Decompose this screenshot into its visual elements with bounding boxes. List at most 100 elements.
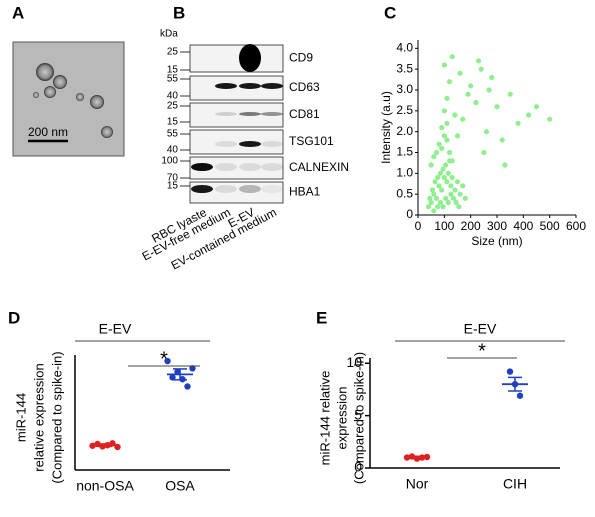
y-tick-label: 10 xyxy=(346,354,362,370)
scatter-point xyxy=(499,137,505,143)
blot-strip xyxy=(189,102,284,128)
scatter-point xyxy=(462,195,468,201)
y-axis-label: (Compared to spike-in) xyxy=(351,352,366,484)
marker-label: 15 xyxy=(167,65,179,76)
scatter-point xyxy=(447,149,453,156)
x-tick-label: CIH xyxy=(503,476,527,492)
data-point xyxy=(516,392,524,399)
blot-strip xyxy=(189,129,284,155)
band xyxy=(239,112,261,116)
protein-label: CD81 xyxy=(289,107,320,121)
y-tick-label: 0 xyxy=(406,207,413,221)
band xyxy=(215,141,237,147)
scatter-point xyxy=(449,54,455,60)
scatter-point xyxy=(526,112,532,118)
scatter-point xyxy=(437,170,443,176)
x-tick-label: 300 xyxy=(487,219,507,233)
vesicle xyxy=(44,86,56,98)
scatter-point xyxy=(444,179,450,185)
band xyxy=(239,44,261,72)
scatter-point xyxy=(441,133,447,139)
scatter-point xyxy=(457,191,463,197)
y-tick-label: 3.5 xyxy=(396,61,413,75)
y-axis-label: (Compared to spike-in) xyxy=(49,351,64,483)
scatter-point xyxy=(435,204,441,210)
band xyxy=(261,185,283,193)
scatter-point xyxy=(425,204,432,210)
protein-label: HBA1 xyxy=(289,185,321,199)
em-image: 200 nm xyxy=(12,41,125,157)
group-label: E-EV xyxy=(464,321,497,337)
scatter-point xyxy=(444,120,450,126)
data-point xyxy=(189,365,196,372)
scatter-point xyxy=(443,195,449,201)
panel-label: D xyxy=(8,308,20,327)
data-point xyxy=(506,368,514,375)
x-tick-label: 200 xyxy=(461,219,481,233)
scatter-point xyxy=(483,129,490,135)
x-tick-label: 600 xyxy=(566,219,586,233)
band xyxy=(191,163,213,171)
band xyxy=(239,141,261,147)
y-axis-label: miR-144 relative xyxy=(317,371,332,466)
scatter-point xyxy=(547,116,553,122)
band xyxy=(191,185,213,193)
scatter-point xyxy=(436,141,442,147)
scatter-point xyxy=(452,187,458,193)
panel-label: A xyxy=(12,3,24,22)
scatter-point xyxy=(433,149,440,156)
band xyxy=(215,112,237,116)
blot-strip xyxy=(189,181,284,204)
scatter-point xyxy=(447,79,453,85)
scatter-point xyxy=(475,58,482,64)
scatter-point xyxy=(429,187,436,193)
protein-label: CD9 xyxy=(289,51,313,65)
band xyxy=(261,83,283,89)
scatter-point xyxy=(449,158,455,164)
x-tick-label: Nor xyxy=(406,476,429,492)
scatter-point xyxy=(433,195,440,201)
scatter-point xyxy=(444,137,450,143)
scatter-point xyxy=(435,174,441,181)
vesicle xyxy=(76,93,84,101)
scatter-point xyxy=(456,204,462,210)
scatter-point xyxy=(431,154,437,160)
scatter-point xyxy=(441,62,447,68)
scatter-point xyxy=(443,162,449,168)
data-point xyxy=(164,357,171,365)
scatter-point xyxy=(448,191,454,197)
scatter-point xyxy=(502,162,508,168)
scatter-point xyxy=(450,195,457,201)
scatter-point xyxy=(454,179,461,185)
scatter-point xyxy=(507,91,513,97)
protein-label: CD63 xyxy=(289,80,320,94)
scatter-point xyxy=(486,87,492,93)
vesicle xyxy=(101,126,113,138)
x-tick-label: 400 xyxy=(513,219,533,233)
y-tick-label: 5 xyxy=(354,406,362,422)
western-blot: CD9 25 15 CD63 55 40 CD81 25 15 TSG101 55 40 CALNEXI… xyxy=(140,44,349,273)
unit-label: kDa xyxy=(160,29,178,40)
scatter-point xyxy=(468,83,474,89)
protein-label: CALNEXIN xyxy=(289,160,349,174)
blot-strip xyxy=(189,156,284,180)
scatter-point xyxy=(441,174,447,181)
marker-label: 40 xyxy=(167,91,179,102)
scatter-point xyxy=(460,116,466,122)
scatter-point xyxy=(439,124,445,131)
y-tick-label: 2.5 xyxy=(396,103,413,117)
scatter-point xyxy=(431,191,437,197)
scatter-point xyxy=(460,183,466,189)
scatter-point xyxy=(452,112,458,118)
band xyxy=(239,185,261,193)
scatter-point xyxy=(445,199,451,206)
vesicle xyxy=(33,92,39,98)
scale-bar-label: 200 nm xyxy=(28,125,68,139)
scatter-point xyxy=(454,133,461,139)
scatter-point xyxy=(439,187,445,193)
y-tick-label: 1.5 xyxy=(396,145,413,159)
scatter-point xyxy=(478,66,484,72)
y-axis-label: miR-144 xyxy=(13,393,28,442)
blot-strip xyxy=(189,44,284,73)
